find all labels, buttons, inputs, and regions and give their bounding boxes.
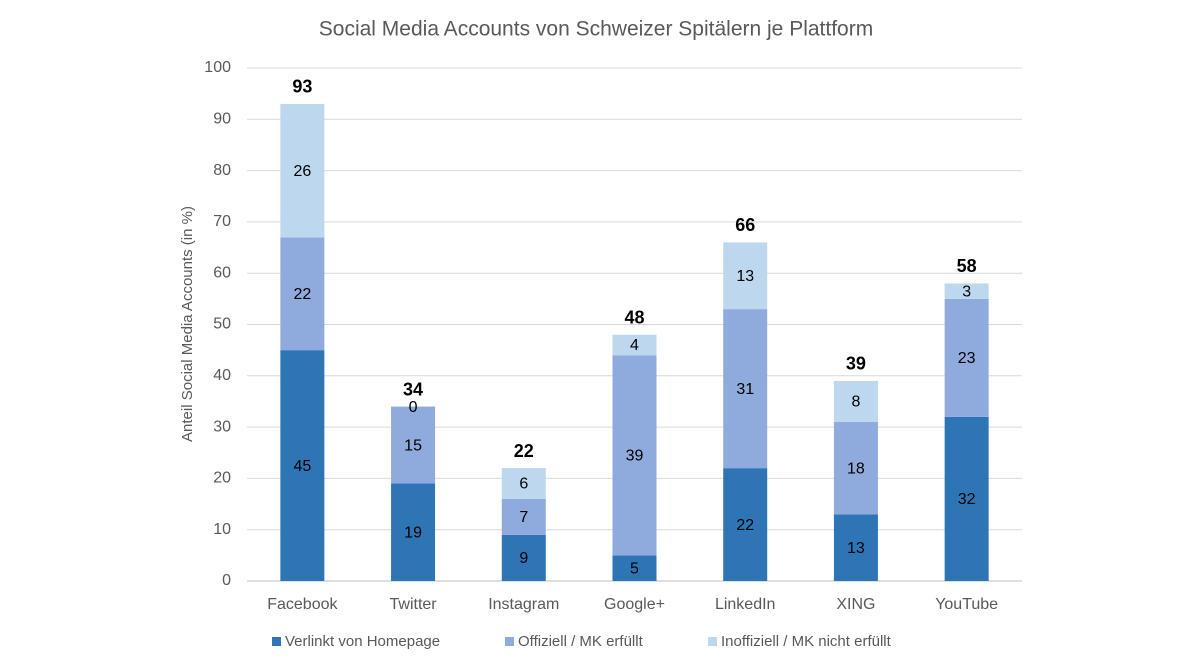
value-label: 6 [519,476,528,493]
bar-segment [723,468,768,581]
x-tick-label: Google+ [604,596,665,613]
legend-label: Offiziell / MK erfüllt [518,633,644,650]
y-axis-label: Anteil Social Media Accounts (in %) [179,206,196,442]
total-label: 48 [624,308,644,328]
value-label: 8 [851,394,860,411]
value-label: 45 [293,458,311,475]
y-tick-label: 50 [213,316,231,333]
total-label: 93 [292,77,312,97]
x-tick-label: Twitter [390,596,438,613]
x-tick-label: YouTube [935,596,998,613]
value-label: 7 [519,509,528,526]
total-label: 66 [735,215,755,235]
bar-segment [501,468,546,499]
legend-swatch [708,637,717,646]
legend-label: Inoffiziell / MK nicht erfüllt [721,633,892,650]
value-label: 13 [736,268,754,285]
value-label: 32 [958,491,976,508]
bar-segment [391,483,436,581]
y-tick-label: 90 [213,111,231,128]
x-tick-label: XING [836,596,875,613]
bar-segment [612,334,657,356]
value-label: 3 [962,283,971,300]
value-label: 26 [293,163,311,180]
total-label: 58 [957,256,977,276]
value-label: 0 [409,399,418,416]
x-tick-label: Instagram [488,596,559,613]
value-label: 13 [847,540,865,557]
bar-segment [612,555,657,581]
bar-segment [280,237,325,351]
x-tick-label: LinkedIn [715,596,776,613]
bar-segment [944,416,989,581]
total-label: 22 [514,441,534,461]
value-label: 19 [404,524,422,541]
y-tick-label: 40 [213,367,231,384]
bar-segment [723,309,768,469]
bar-segment [833,514,878,581]
y-tick-label: 20 [213,470,231,487]
value-label: 22 [293,286,311,303]
bar-segment [501,534,546,581]
legend-swatch [505,637,514,646]
bar-segment [833,421,878,515]
y-tick-label: 30 [213,418,231,435]
chart-title: Social Media Accounts von Schweizer Spit… [319,18,873,41]
value-label: 23 [958,350,976,367]
y-tick-label: 0 [222,572,231,589]
total-label: 34 [403,379,423,399]
y-tick-label: 60 [213,264,231,281]
bar-segment [501,498,546,535]
bar-segment [944,298,989,417]
bar-segment [280,350,325,581]
y-tick-label: 100 [204,59,231,76]
legend-label: Verlinkt von Homepage [285,633,440,650]
value-label: 18 [847,460,865,477]
value-label: 5 [630,560,639,577]
x-tick-label: Facebook [267,596,338,613]
bar-segment [723,242,768,310]
total-label: 39 [846,354,866,374]
value-label: 31 [736,381,754,398]
value-label: 22 [736,517,754,534]
bar-segment [280,103,325,238]
bar-segment [391,406,436,484]
value-label: 9 [519,550,528,567]
bar-segment [612,355,657,556]
value-label: 39 [626,448,644,465]
value-label: 15 [404,437,422,454]
bar-segment [944,283,989,299]
legend-swatch [272,637,281,646]
y-tick-label: 70 [213,213,231,230]
bar-segment [833,380,878,422]
y-tick-label: 80 [213,162,231,179]
value-label: 4 [630,337,639,354]
y-tick-label: 10 [213,521,231,538]
